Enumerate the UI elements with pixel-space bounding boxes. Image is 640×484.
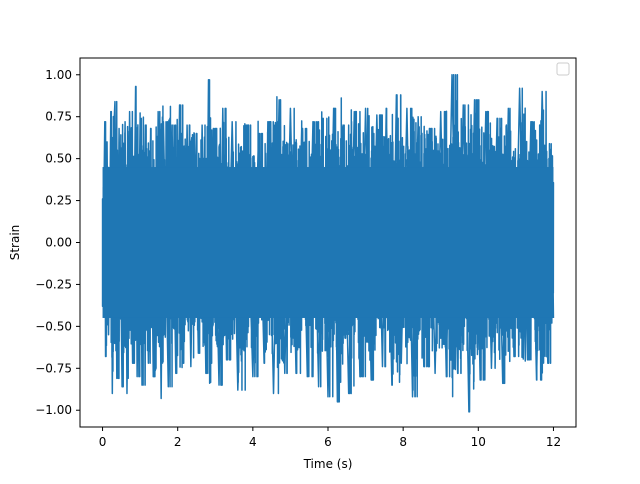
x-tick-label: 2 <box>174 435 182 449</box>
y-tick-label: 0.00 <box>45 236 72 250</box>
legend <box>556 62 570 76</box>
x-tick-label: 12 <box>546 435 561 449</box>
x-tick-label: 10 <box>471 435 486 449</box>
y-axis-ticks: −1.00 −0.75 −0.50 −0.25 0.00 0.25 0.50 0.75 1.00 <box>35 68 80 417</box>
y-tick-label: −0.75 <box>35 361 72 375</box>
y-axis-label: Strain <box>8 225 22 261</box>
y-tick-label: 0.25 <box>45 194 72 208</box>
plot-area <box>101 74 555 413</box>
x-tick-label: 6 <box>324 435 332 449</box>
y-tick-label: 0.50 <box>45 152 72 166</box>
y-tick-label: −1.00 <box>35 403 72 417</box>
x-tick-label: 8 <box>399 435 407 449</box>
y-tick-label: −0.50 <box>35 319 72 333</box>
y-tick-label: −0.25 <box>35 277 72 291</box>
x-axis-label: Time (s) <box>303 457 353 471</box>
axes-frame <box>79 57 577 428</box>
x-axis-ticks: 0 2 4 6 8 10 12 <box>99 427 561 449</box>
x-tick-label: 0 <box>99 435 107 449</box>
strain-series-dense-core <box>102 167 554 318</box>
legend-box <box>556 62 570 76</box>
x-tick-label: 4 <box>249 435 257 449</box>
y-tick-label: 0.75 <box>45 110 72 124</box>
y-tick-label: 1.00 <box>45 68 72 82</box>
